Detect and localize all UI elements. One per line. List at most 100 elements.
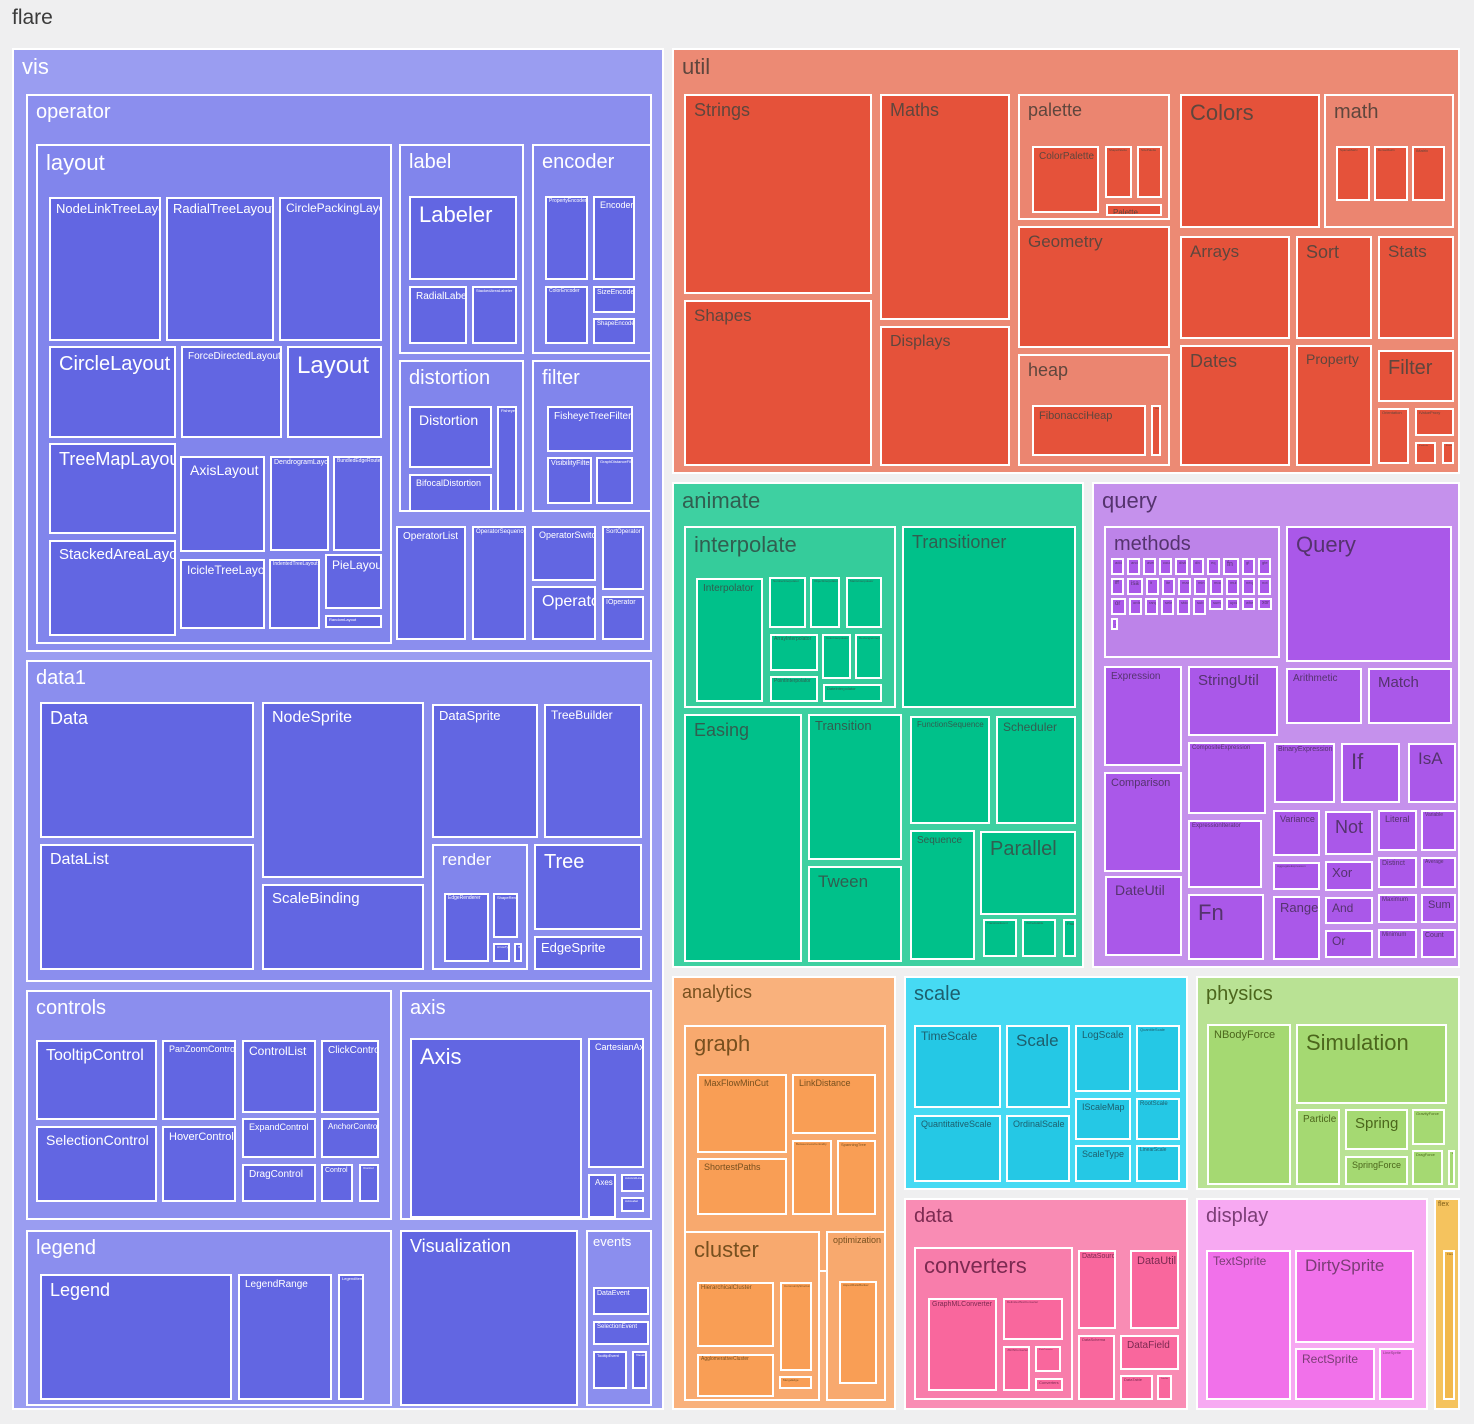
- cell-stddev[interactable]: stddev: [1177, 598, 1190, 615]
- cell-xor[interactable]: xor: [1258, 598, 1272, 610]
- cell-fibonacciheap[interactable]: FibonacciHeap: [1032, 405, 1146, 456]
- cell-axes[interactable]: Axes: [588, 1174, 616, 1218]
- cell-where[interactable]: where: [1242, 598, 1255, 610]
- pkg-interpolate[interactable]: interpolate Interpolator NumberInterpolato…: [684, 526, 896, 708]
- cell-average[interactable]: Average: [1421, 857, 1456, 888]
- cell-jsonconverter[interactable]: JSONConverter: [1003, 1346, 1030, 1391]
- cell-dateinterpolator[interactable]: DateInterpolator: [823, 684, 882, 702]
- cell-select[interactable]: select: [1161, 598, 1174, 615]
- cell-arrowtype[interactable]: ArrowType: [493, 943, 510, 962]
- pkg-methods[interactable]: methods add and average count distinct div eq fn…: [1104, 526, 1280, 658]
- cell-legendrange[interactable]: LegendRange: [238, 1274, 332, 1400]
- cell-transition[interactable]: Transition: [808, 714, 902, 860]
- cell-nodelinktreelayout[interactable]: NodeLinkTreeLayout: [49, 197, 161, 341]
- pkg-encoder[interactable]: encoder PropertyEncoder Encoder ColorEncode…: [532, 144, 650, 354]
- cell-visualization[interactable]: Visualization: [400, 1230, 578, 1406]
- cell-sparsematrix[interactable]: SparseMatrix: [1336, 146, 1370, 201]
- cell-minimum[interactable]: Minimum: [1378, 929, 1417, 958]
- cell-control[interactable]: Control: [321, 1164, 353, 1202]
- cell-tween[interactable]: Tween: [808, 866, 902, 962]
- cell-if[interactable]: If: [1341, 743, 1400, 803]
- pkg-render[interactable]: render EdgeRenderer ShapeRenderer ArrowType…: [432, 844, 528, 970]
- cell-sub[interactable]: sub: [1193, 598, 1206, 615]
- cell-axis[interactable]: Axis: [410, 1038, 582, 1218]
- cell-bifocaldistortion[interactable]: BifocalDistortion: [409, 474, 492, 510]
- cell-circlepackinglayout[interactable]: CirclePackingLayout: [279, 197, 382, 341]
- cell-circlelayout[interactable]: CircleLayout: [49, 346, 176, 438]
- cell-panzoomcontrol[interactable]: PanZoomControl: [162, 1040, 236, 1120]
- cell-linearscale[interactable]: LinearScale: [1136, 1145, 1180, 1182]
- cell-densematrix[interactable]: DenseMatrix: [1374, 146, 1408, 201]
- cell-dragcontrol[interactable]: DragControl: [242, 1164, 316, 1202]
- cell-ievaluable[interactable]: IEvaluable: [1442, 442, 1454, 464]
- cell-bundlededgerouter[interactable]: BundledEdgeRouter: [333, 456, 382, 551]
- cell-graphmlconverter[interactable]: GraphMLConverter: [928, 1298, 997, 1391]
- cell-stats[interactable]: Stats: [1378, 236, 1454, 339]
- cell-stackedarealayout[interactable]: StackedAreaLayout: [49, 540, 176, 636]
- cell-treemaplayout[interactable]: TreeMapLayout: [49, 443, 176, 534]
- pkg-operator[interactable]: operator layout NodeLinkTreeLayout RadialTr…: [26, 94, 652, 652]
- pkg-optimization[interactable]: optimization AspectRatioBanker: [826, 1231, 886, 1401]
- cell-maximum[interactable]: Maximum: [1378, 894, 1417, 923]
- cell-palette[interactable]: Palette: [1106, 204, 1162, 216]
- cell-labeler[interactable]: Labeler: [409, 196, 517, 280]
- cell-lte[interactable]: lte: [1162, 578, 1175, 595]
- cell-data[interactable]: Data: [40, 702, 254, 838]
- cell-icicletreelayout[interactable]: IcicleTreeLayout: [180, 559, 265, 629]
- cell-ivalueproxy[interactable]: IValueProxy: [1415, 408, 1454, 436]
- cell-gt[interactable]: gt: [1242, 558, 1255, 575]
- cell-distortion[interactable]: Distortion: [409, 406, 492, 468]
- cell-legenditem[interactable]: LegendItem: [338, 1274, 364, 1400]
- cell-div[interactable]: div: [1191, 558, 1204, 575]
- cell-cartesianaxes[interactable]: CartesianAxes: [588, 1038, 644, 1168]
- cell-hovercontrol[interactable]: HoverControl: [162, 1126, 236, 1202]
- cell-nbodyforce[interactable]: NBodyForce: [1207, 1024, 1291, 1185]
- cell-dateutil[interactable]: DateUtil: [1105, 876, 1182, 956]
- cell-sequence[interactable]: Sequence: [910, 830, 975, 960]
- pkg-data1[interactable]: data1 Data NodeSprite DataSprite TreeBuilder…: [26, 660, 652, 982]
- cell-scalebinding[interactable]: ScaleBinding: [262, 884, 424, 970]
- pkg-scale[interactable]: scale TimeScale Scale LogScale QuantileScale…: [904, 976, 1188, 1190]
- cell-colorpalette[interactable]: ColorPalette: [1032, 146, 1099, 213]
- cell-randomlayout[interactable]: RandomLayout: [325, 615, 382, 628]
- pkg-data[interactable]: data converters GraphMLConverter DelimitedT…: [904, 1198, 1188, 1410]
- cell-edgerenderer[interactable]: EdgeRenderer: [444, 893, 489, 962]
- cell-iff[interactable]: iff: [1111, 578, 1124, 595]
- cell-orderby[interactable]: orderby: [1129, 598, 1142, 615]
- cell-operator[interactable]: Operator: [532, 586, 596, 640]
- cell-sortoperator[interactable]: SortOperator: [602, 526, 644, 590]
- cell-count[interactable]: Count: [1421, 929, 1456, 958]
- pkg-analytics[interactable]: analytics graph MaxFlowMinCut LinkDistance S…: [672, 976, 896, 1410]
- cell-clickcontrol[interactable]: ClickControl: [321, 1040, 379, 1113]
- cell-pause[interactable]: Pause: [1063, 919, 1076, 957]
- cell-sizepalette[interactable]: SizePalette: [1137, 146, 1162, 198]
- cell-mod[interactable]: mod: [1210, 578, 1223, 595]
- cell-axisgridline[interactable]: AxisGridLine: [621, 1174, 644, 1192]
- cell-variable[interactable]: Variable: [1421, 810, 1456, 851]
- pkg-axis[interactable]: axis Axis CartesianAxes Axes AxisGridLine Axi…: [400, 990, 652, 1220]
- cell-rectsprite[interactable]: RectSprite: [1295, 1348, 1375, 1400]
- cell-operatorswitch[interactable]: OperatorSwitch: [532, 526, 596, 581]
- cell-mul[interactable]: mul: [1226, 578, 1239, 595]
- cell-selectionevent[interactable]: SelectionEvent: [593, 1321, 649, 1345]
- cell-rootscale[interactable]: RootScale: [1136, 1098, 1180, 1140]
- cell-and[interactable]: And: [1325, 897, 1373, 924]
- cell-dendrogramlayout[interactable]: DendrogramLayout: [270, 456, 329, 551]
- cell-layout[interactable]: Layout: [287, 346, 382, 438]
- cell-strings[interactable]: Strings: [684, 94, 872, 294]
- cell-arrayinterpolator[interactable]: ArrayInterpolator: [770, 634, 818, 671]
- cell-parallel[interactable]: Parallel: [980, 831, 1076, 915]
- cell-distinct[interactable]: distinct: [1175, 558, 1188, 575]
- cell-springforce[interactable]: SpringForce: [1345, 1156, 1408, 1185]
- cell-aggregateexpression[interactable]: AggregateExpression: [1273, 862, 1320, 890]
- cell-hierarchicalcluster[interactable]: HierarchicalCluster: [697, 1282, 774, 1347]
- cell-distinct[interactable]: Distinct: [1378, 857, 1417, 888]
- cell-and[interactable]: and: [1127, 558, 1140, 575]
- pkg-graph[interactable]: graph MaxFlowMinCut LinkDistance ShortestPa…: [684, 1025, 886, 1272]
- cell-axislayout[interactable]: AxisLayout: [180, 456, 265, 552]
- cell-gte[interactable]: gte: [1258, 558, 1271, 575]
- cell-interpolator[interactable]: Interpolator: [696, 578, 763, 702]
- cell-neq[interactable]: neq: [1242, 578, 1255, 595]
- cell-datautil[interactable]: DataUtil: [1130, 1250, 1179, 1329]
- cell-fisheyedistortion[interactable]: FisheyeDistortion: [497, 406, 517, 510]
